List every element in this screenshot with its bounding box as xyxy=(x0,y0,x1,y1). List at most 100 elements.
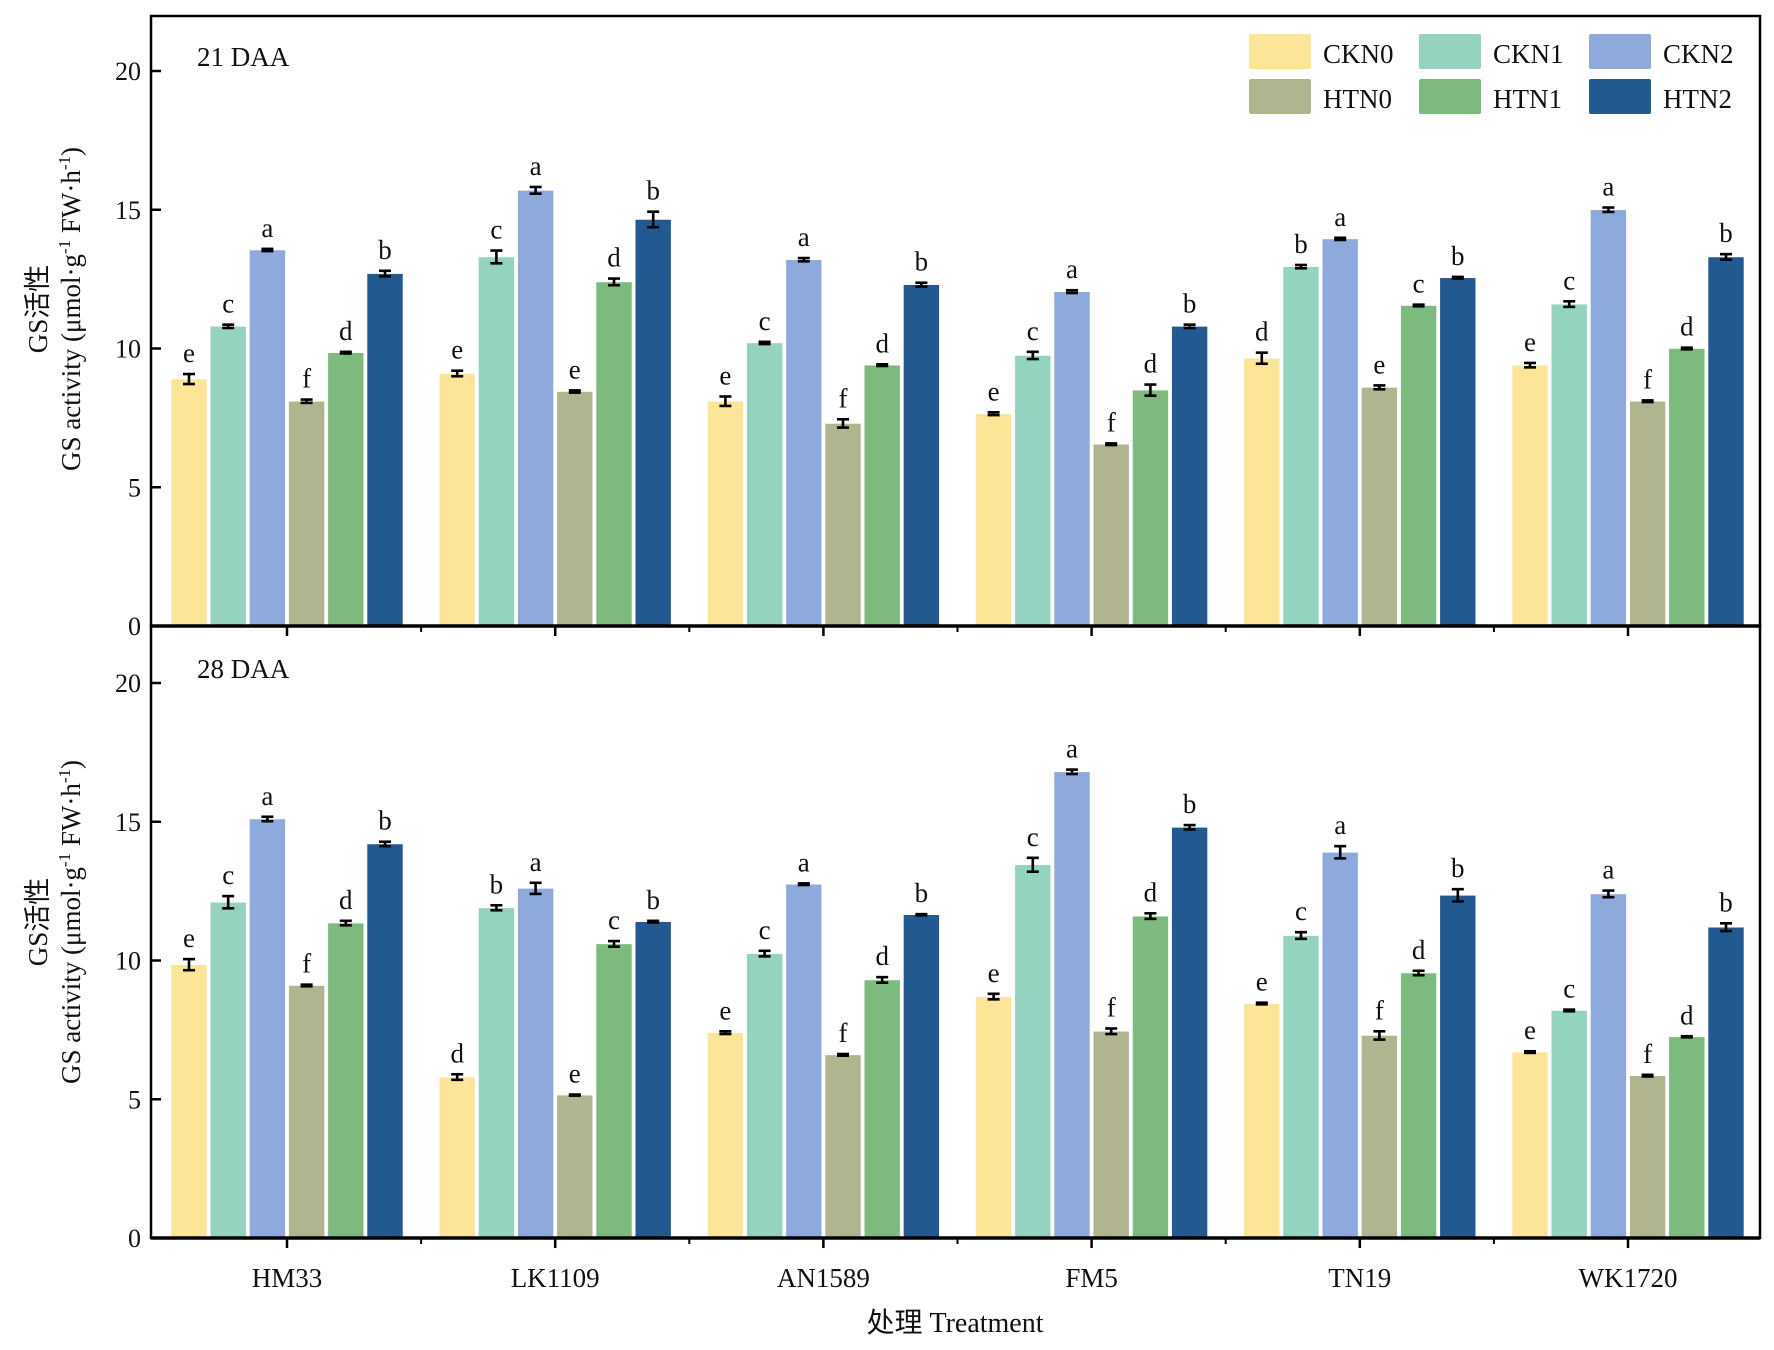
error-bar xyxy=(183,372,195,386)
significance-letter: b xyxy=(1451,853,1465,883)
error-bar xyxy=(1451,275,1464,280)
significance-letter: c xyxy=(222,860,234,890)
error-bar xyxy=(490,249,503,265)
bar-ckn1-hm33 xyxy=(209,325,247,627)
bar-htn2-an1589 xyxy=(903,914,940,1239)
bar-ckn0-lk1109 xyxy=(438,373,476,627)
significance-letter: e xyxy=(569,354,581,384)
significance-letter: c xyxy=(1295,896,1307,926)
error-bar xyxy=(797,882,810,887)
error-bar xyxy=(451,1072,464,1082)
bar-ckn1-hm33 xyxy=(209,901,247,1239)
bar-htn0-an1589 xyxy=(824,423,862,627)
error-bar xyxy=(1183,823,1196,831)
significance-letter: e xyxy=(183,338,195,368)
error-bar xyxy=(379,840,391,848)
error-bar xyxy=(758,340,771,346)
y-axis-title-cn: GS活性 xyxy=(23,265,53,354)
significance-letter: f xyxy=(1107,992,1116,1022)
error-bar xyxy=(1563,1008,1576,1013)
significance-letter: a xyxy=(798,222,810,252)
significance-letter: b xyxy=(915,247,929,277)
bar-ckn1-wk1720 xyxy=(1550,1010,1588,1239)
error-bar xyxy=(837,417,849,429)
bar-ckn0-an1589 xyxy=(707,400,744,627)
significance-letter: f xyxy=(1107,407,1116,437)
bar-htn0-tn19 xyxy=(1361,1035,1398,1239)
error-bar xyxy=(1680,1034,1693,1039)
significance-letter: c xyxy=(1413,269,1425,299)
bar-htn1-lk1109 xyxy=(595,281,633,627)
error-bar xyxy=(1373,384,1386,391)
error-bar xyxy=(647,210,660,229)
error-bar xyxy=(608,277,620,287)
significance-letter: e xyxy=(1373,349,1385,379)
error-bar xyxy=(1524,361,1536,369)
error-bar xyxy=(1026,350,1039,361)
error-bar xyxy=(1334,236,1347,242)
significance-letter: c xyxy=(490,215,502,245)
error-bar xyxy=(568,1093,581,1097)
y-tick-label: 15 xyxy=(115,808,141,837)
error-bar xyxy=(300,983,313,988)
error-bar xyxy=(1105,442,1118,447)
bar-htn2-fm5 xyxy=(1171,325,1208,627)
significance-letter: b xyxy=(378,806,392,836)
significance-letter: d xyxy=(1144,877,1158,907)
significance-letter: b xyxy=(1183,289,1197,319)
significance-letter: e xyxy=(569,1059,581,1089)
bar-htn0-lk1109 xyxy=(556,1094,594,1239)
bar-htn1-an1589 xyxy=(863,979,901,1239)
bar-htn2-an1589 xyxy=(903,284,940,627)
y-tick-label: 20 xyxy=(115,57,141,86)
x-tick-label: FM5 xyxy=(1065,1263,1118,1293)
significance-letter: e xyxy=(988,376,1000,406)
bar-htn0-hm33 xyxy=(288,985,325,1239)
error-bar xyxy=(1524,1049,1536,1055)
bar-ckn1-fm5 xyxy=(1014,864,1052,1239)
bar-htn1-lk1109 xyxy=(595,943,633,1239)
legend-label: HTN2 xyxy=(1663,84,1732,114)
y-tick-label: 5 xyxy=(128,473,141,502)
error-bar xyxy=(915,281,928,288)
error-bar xyxy=(339,350,352,355)
significance-letter: a xyxy=(530,847,542,877)
bar-ckn2-lk1109 xyxy=(517,190,554,627)
legend-label: CKN2 xyxy=(1663,39,1734,69)
significance-letter: d xyxy=(1255,317,1269,347)
bar-ckn0-fm5 xyxy=(975,413,1012,627)
significance-letter: d xyxy=(450,1038,464,1068)
bar-ckn2-tn19 xyxy=(1321,238,1359,627)
legend-item-ckn0: CKN0 xyxy=(1249,34,1394,69)
bar-ckn0-hm33 xyxy=(170,964,208,1239)
significance-letter: a xyxy=(1602,172,1614,202)
legend-item-htn0: HTN0 xyxy=(1249,79,1392,114)
significance-letter: c xyxy=(1027,822,1039,852)
error-bar xyxy=(222,323,235,330)
panel-title: 21 DAA xyxy=(197,42,290,72)
bar-htn2-wk1720 xyxy=(1707,256,1745,627)
error-bar xyxy=(876,363,889,368)
x-axis-title: 处理 Treatment xyxy=(866,1307,1043,1339)
bar-htn2-wk1720 xyxy=(1707,926,1745,1239)
bar-ckn0-tn19 xyxy=(1243,357,1281,627)
significance-letter: d xyxy=(875,328,889,358)
significance-letter: d xyxy=(875,941,889,971)
error-bar xyxy=(719,1029,732,1036)
error-bar xyxy=(261,247,274,253)
error-bar xyxy=(1412,969,1425,977)
bar-ckn2-fm5 xyxy=(1053,771,1091,1239)
significance-letter: a xyxy=(261,213,273,243)
bar-htn1-wk1720 xyxy=(1668,1036,1706,1239)
y-tick-label: 15 xyxy=(115,196,141,225)
legend-item-htn2: HTN2 xyxy=(1589,79,1732,114)
bar-htn2-tn19 xyxy=(1439,894,1477,1239)
error-bar xyxy=(1144,383,1157,397)
bar-ckn1-fm5 xyxy=(1014,355,1052,627)
error-bar xyxy=(1255,351,1268,366)
legend-swatch xyxy=(1419,34,1481,69)
bar-ckn2-an1589 xyxy=(785,259,823,627)
bar-ckn2-fm5 xyxy=(1053,291,1091,627)
error-bar xyxy=(608,939,620,948)
